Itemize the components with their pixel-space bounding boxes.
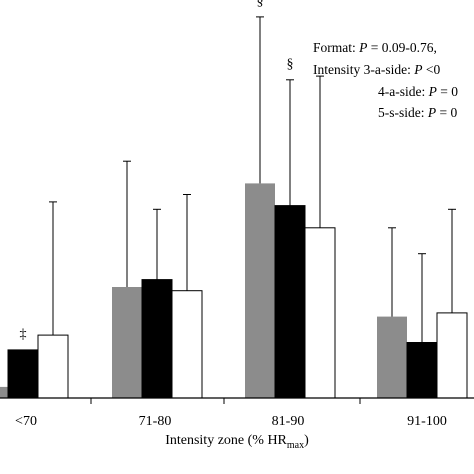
- significance-mark-0: ‡: [20, 327, 27, 342]
- error-bar-s4-3: [418, 253, 426, 343]
- error-bars-layer: [49, 16, 456, 343]
- x-axis-title: Intensity zone (% HRmax): [165, 433, 309, 451]
- bar-s4-0: [7, 349, 39, 399]
- significance-mark-1: §: [257, 0, 264, 9]
- bar-s5-1: [171, 290, 203, 399]
- annotation-line-4: 5-s-side: P = 0: [378, 105, 457, 120]
- annotation-block: Format: P = 0.09-0.76, Intensity 3-a-sid…: [313, 40, 458, 120]
- error-bar-s5-1: [183, 194, 191, 291]
- annotation-line-3: 4-a-side: P = 0: [378, 84, 458, 99]
- x-tick-label-1: 71-80: [139, 414, 172, 429]
- error-bar-s3-1: [123, 160, 131, 287]
- x-tick-label-3: 91-100: [407, 414, 447, 429]
- error-bar-s5-2: [316, 75, 324, 228]
- x-axis-title-main: Intensity zone (% HR: [165, 433, 287, 448]
- bar-s3-2: [245, 183, 275, 398]
- bar-s3-3: [377, 316, 407, 398]
- bar-s5-0: [37, 334, 69, 399]
- significance-mark-2: §: [287, 57, 294, 72]
- bar-s4-1: [141, 279, 173, 399]
- x-tick-label-0: <70: [15, 414, 37, 429]
- bar-s4-2: [274, 205, 306, 399]
- error-bar-s4-1: [153, 208, 161, 280]
- bar-s5-3: [436, 312, 468, 399]
- bar-s5-2: [304, 227, 336, 399]
- bar-s3-1: [112, 287, 142, 398]
- error-bar-s4-2: [286, 79, 294, 206]
- error-bar-s5-0: [49, 201, 57, 336]
- x-axis-title-subscript: max: [287, 440, 304, 451]
- x-axis-title-close: ): [304, 433, 309, 448]
- annotation-line-2: Intensity 3-a-side: P <0: [313, 62, 440, 77]
- error-bar-s5-3: [448, 208, 456, 313]
- bar-s3-0: [0, 386, 8, 398]
- error-bar-s3-3: [388, 227, 396, 317]
- x-tick-label-2: 81-90: [272, 414, 305, 429]
- error-bar-s3-2: [256, 16, 264, 184]
- bar-s4-3: [406, 342, 438, 399]
- significance-layer: ‡ § §: [20, 0, 294, 342]
- annotation-line-1: Format: P = 0.09-0.76,: [313, 40, 437, 55]
- x-ticks-layer: <70 71-80 81-90 91-100: [15, 398, 447, 429]
- bars-layer: [0, 183, 468, 399]
